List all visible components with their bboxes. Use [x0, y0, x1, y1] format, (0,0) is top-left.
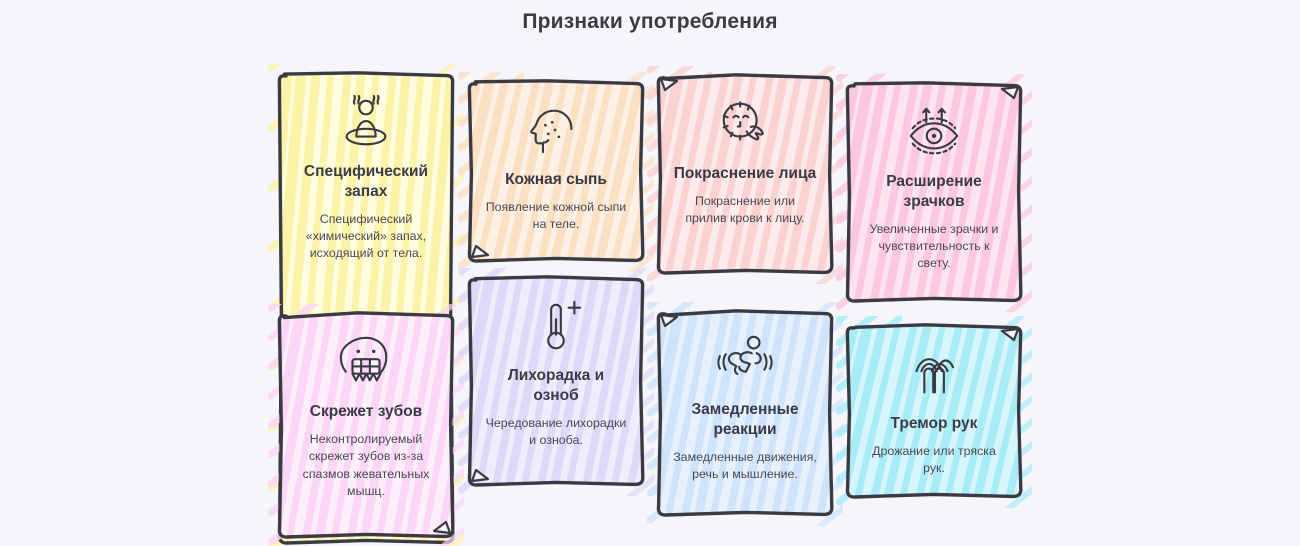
card-description: Дрожание или тряска рук.	[872, 443, 996, 476]
card-title: Скрежет зубов	[309, 403, 423, 420]
card-title: Специфический запах	[303, 163, 429, 200]
card-title: Тремор рук	[890, 415, 978, 432]
symptom-card-fever-chills[interactable]: Лихорадка и озноб Чередование лихорадки и…	[457, 246, 674, 503]
card-description: Неконтролируемый скрежет зубов из-за спа…	[302, 431, 430, 498]
card-content: Тремор рук Дрожание или тряска рук.	[848, 326, 1020, 496]
running-person-icon	[714, 332, 776, 390]
card-content: Скрежет зубов Неконтролируемый скрежет зу…	[280, 314, 452, 536]
card-title: Кожная сыпь	[505, 171, 607, 188]
page-title: Признаки употребления	[522, 10, 778, 33]
card-content: Кожная сыпь Появление кожной сыпи на теле…	[470, 82, 642, 260]
card-description: Покраснение или прилив крови к лицу.	[685, 193, 805, 226]
card-content: Покраснение лица Покраснение или прилив к…	[659, 76, 831, 272]
card-content: Лихорадка и озноб Чередование лихорадки и…	[470, 278, 642, 484]
card-description: Чередование лихорадки и озноба.	[485, 415, 627, 448]
symptom-card-dilated-pupils[interactable]: Расширение зрачков Увеличенные зрачки и ч…	[835, 53, 1052, 319]
symptom-card-teeth-grinding[interactable]: Скрежет зубов Неконтролируемый скрежет зу…	[267, 284, 484, 546]
flushed-face-icon	[714, 96, 776, 154]
card-title: Расширение зрачков	[886, 173, 982, 210]
thermometer-icon	[525, 298, 587, 356]
symptom-card-slow-reactions[interactable]: Замедленные реакции Замедленные движения,…	[646, 280, 863, 533]
card-content: Замедленные реакции Замедленные движения,…	[659, 312, 831, 514]
card-title: Покраснение лица	[673, 165, 817, 182]
card-description: Специфический «химический» запах, исходя…	[305, 211, 427, 261]
tremor-hands-icon	[903, 346, 965, 404]
person-smell-icon	[335, 94, 397, 152]
card-description: Появление кожной сыпи на теле.	[485, 199, 627, 232]
head-rash-icon	[525, 102, 587, 160]
symptom-card-skin-rash[interactable]: Кожная сыпь Появление кожной сыпи на теле…	[457, 47, 674, 279]
dilated-eye-icon	[903, 104, 965, 162]
card-content: Расширение зрачков Увеличенные зрачки и ч…	[848, 84, 1020, 300]
card-title: Замедленные реакции	[691, 401, 799, 438]
card-description: Увеличенные зрачки и чувствительность к …	[869, 221, 999, 271]
card-title: Лихорадка и озноб	[507, 367, 605, 404]
symptom-card-face-redness[interactable]: Покраснение лица Покраснение или прилив к…	[646, 43, 863, 291]
symptom-card-hand-tremor[interactable]: Тремор рук Дрожание или тряска рук.	[835, 290, 1052, 515]
card-description: Замедленные движения, речь и мышление.	[673, 449, 817, 482]
grinding-teeth-icon	[335, 334, 397, 392]
